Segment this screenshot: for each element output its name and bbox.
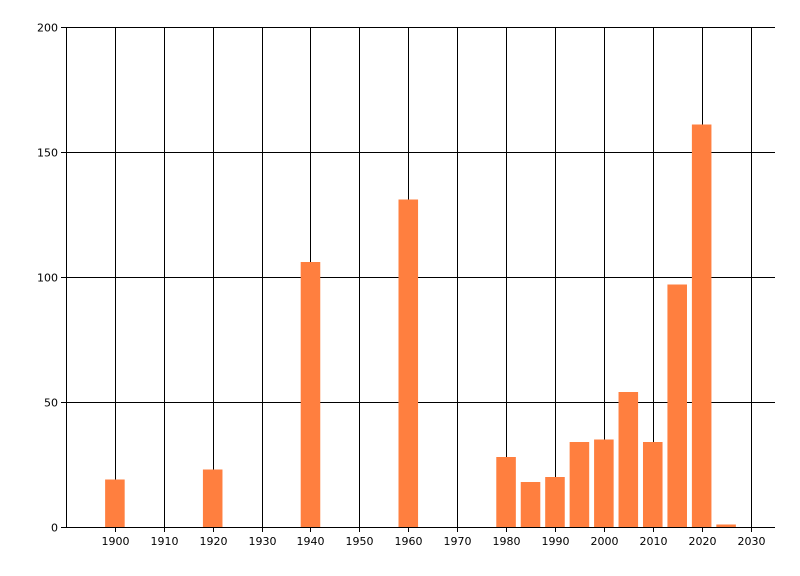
bar (716, 524, 736, 527)
x-tick-label: 2030 (738, 535, 766, 548)
bar (398, 199, 419, 527)
bar (594, 439, 614, 527)
bars (105, 124, 736, 527)
x-tick-label: 1910 (151, 535, 179, 548)
x-tick-label: 1980 (493, 535, 521, 548)
x-tick-label: 1940 (297, 535, 325, 548)
x-tick-label: 1900 (102, 535, 130, 548)
x-tick-label: 2010 (640, 535, 668, 548)
x-tick-label: 1920 (200, 535, 228, 548)
y-tick-label: 0 (51, 522, 58, 535)
bar (520, 482, 541, 527)
bar (496, 457, 516, 527)
bar (691, 124, 712, 527)
bar (545, 477, 565, 527)
y-tick-label: 200 (37, 22, 58, 35)
bar (105, 479, 125, 527)
bar (642, 442, 663, 527)
y-tick-label: 50 (44, 397, 58, 410)
bar (569, 442, 590, 527)
bar (667, 284, 687, 527)
x-tick-label: 1960 (395, 535, 423, 548)
x-tick-label: 2000 (591, 535, 619, 548)
x-tick-label: 1950 (346, 535, 374, 548)
y-tick-label: 100 (37, 272, 58, 285)
bar (300, 262, 321, 527)
tick-labels: 0 50 100 150 200 1900 1910 1920 1930 1940 1950 1960… (37, 22, 766, 549)
x-tick-label: 1970 (444, 535, 472, 548)
bar (618, 392, 639, 527)
x-tick-label: 2020 (689, 535, 717, 548)
bar (202, 469, 223, 527)
x-tick-label: 1930 (249, 535, 277, 548)
x-tick-label: 1990 (542, 535, 570, 548)
y-tick-label: 150 (37, 147, 58, 160)
axes (61, 27, 775, 532)
